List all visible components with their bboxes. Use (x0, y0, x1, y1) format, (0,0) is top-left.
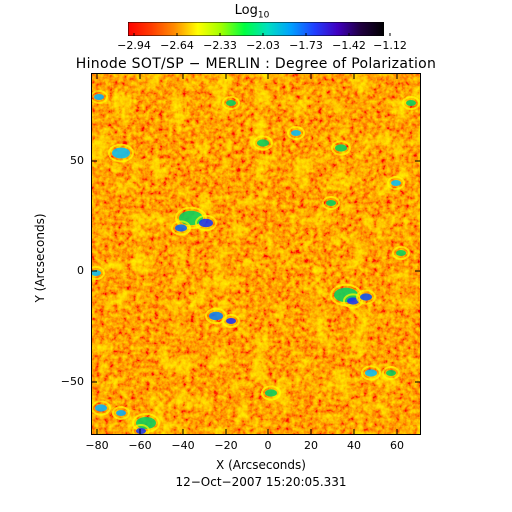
polarization-feature-halo (343, 293, 363, 309)
polarization-feature-halo (112, 406, 130, 420)
polarization-feature-halo (402, 96, 420, 110)
polarization-feature-halo (361, 365, 381, 381)
y-tick-label: −50 (60, 375, 84, 388)
polarization-feature-halo (261, 385, 281, 401)
polarization-feature-halo (171, 220, 191, 236)
polarization-feature-halo (195, 214, 217, 232)
x-tick-label: 60 (390, 439, 404, 452)
x-tick-label: −60 (128, 439, 152, 452)
polarization-feature-halo (175, 206, 207, 230)
polarization-feature (95, 404, 107, 412)
x-tick-label: 40 (347, 439, 361, 452)
x-tick-label: −20 (214, 439, 238, 452)
x-tick-label: −40 (171, 439, 195, 452)
polarization-feature (360, 293, 372, 301)
polarization-feature (226, 318, 236, 324)
colorbar-title-text: Log (234, 3, 258, 18)
polarization-feature-halo (91, 90, 108, 104)
colorbar-tick-label: −1.42 (332, 39, 366, 52)
polarization-feature-halo (222, 314, 240, 328)
polarization-feature-halo (132, 413, 160, 433)
polarization-feature-halo (253, 135, 273, 151)
polarization-feature (406, 100, 416, 106)
x-axis-label: X (Arcseconds) (216, 458, 306, 472)
polarization-feature (175, 224, 187, 232)
polarization-feature (391, 180, 401, 186)
colorbar-tick-label: −2.03 (246, 39, 280, 52)
polarization-feature (386, 370, 396, 376)
x-tick-label: 0 (264, 439, 272, 452)
colorbar (128, 22, 384, 36)
polarization-feature (136, 428, 146, 434)
polarization-feature (347, 297, 359, 305)
x-tick-label: −80 (85, 439, 109, 452)
polarization-feature-halo (387, 176, 405, 190)
polarization-feature (199, 218, 213, 228)
polarization-feature (226, 100, 236, 106)
polarization-feature (257, 139, 269, 147)
polarization-feature (94, 94, 104, 100)
polarization-feature (112, 147, 130, 159)
y-axis-label: Y (Arcseconds) (33, 213, 47, 303)
timestamp: 12−Oct−2007 15:20:05.331 (175, 475, 347, 489)
polarization-feature (326, 200, 336, 206)
polarization-feature-halo (392, 246, 410, 260)
polarization-feature-halo (91, 266, 105, 280)
polarization-feature-halo (132, 424, 150, 435)
polarization-feature (291, 130, 301, 136)
plot-title: Hinode SOT/SP − MERLIN : Degree of Polar… (75, 56, 437, 72)
colorbar-title: Log10 (222, 4, 282, 23)
polarization-feature (116, 410, 126, 416)
colorbar-title-subscript: 10 (257, 10, 270, 21)
polarization-feature-halo (108, 143, 134, 163)
polarization-feature (209, 311, 223, 321)
colorbar-tick-label: −2.33 (203, 39, 237, 52)
polarization-map (91, 73, 421, 435)
colorbar-tick-label: −2.94 (117, 39, 151, 52)
polarization-feature (91, 270, 101, 276)
polarization-feature (335, 144, 347, 152)
x-tick-label: 20 (304, 439, 318, 452)
y-tick-label: 50 (70, 154, 84, 167)
polarization-features (91, 90, 420, 435)
polarization-feature-halo (287, 126, 305, 140)
polarization-feature-halo (382, 366, 400, 380)
polarization-feature (396, 250, 406, 256)
colorbar-tick-label: −2.64 (160, 39, 194, 52)
polarization-feature (365, 369, 377, 377)
polarization-feature (265, 389, 277, 397)
polarization-feature-halo (356, 289, 376, 305)
colorbar-tick-label: −1.12 (373, 39, 407, 52)
polarization-feature-halo (322, 196, 340, 210)
polarization-feature-halo (331, 140, 351, 156)
y-tick-label: 0 (77, 264, 84, 277)
colorbar-tick-label: −1.73 (289, 39, 323, 52)
polarization-feature-halo (222, 96, 240, 110)
